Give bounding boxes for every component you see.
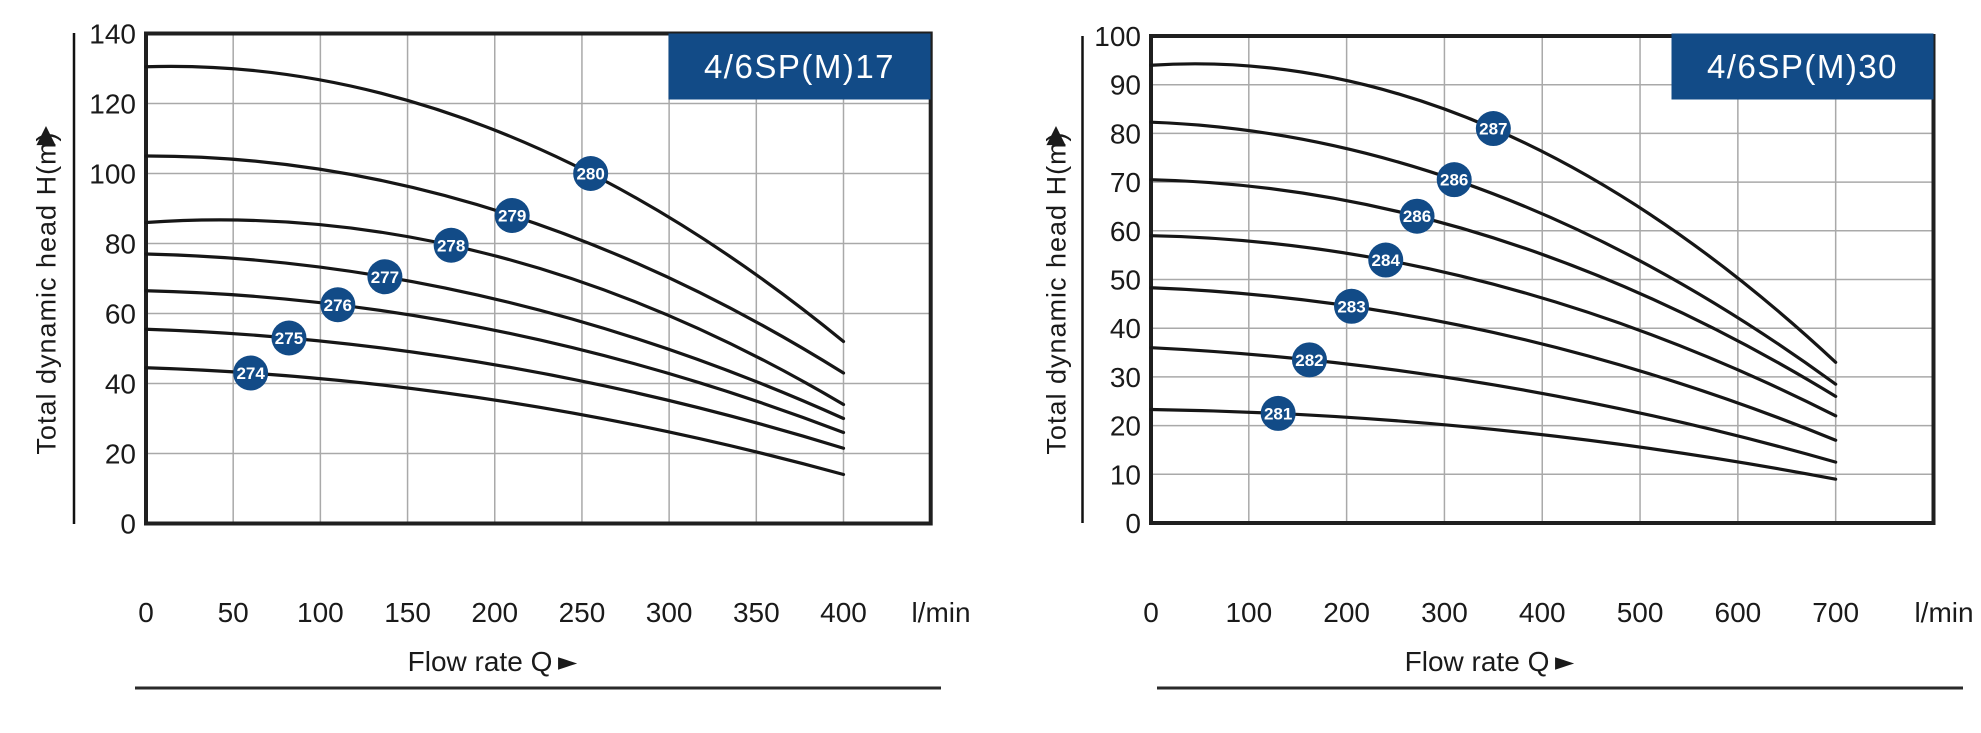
x-tick-label: 0: [1143, 597, 1159, 628]
y-tick-label: 10: [1110, 459, 1141, 490]
curve-badge-label: 283: [1337, 297, 1365, 316]
curve-badge: [1260, 395, 1296, 431]
y-tick-label: 100: [1094, 21, 1141, 52]
x-axis-title: Flow rate Q: [1405, 646, 1550, 677]
curve-badge: [1291, 342, 1327, 378]
y-tick-label: 70: [1110, 167, 1141, 198]
x-tick-label: 300: [646, 597, 693, 628]
curve-badge: [1475, 111, 1511, 147]
x-tick-label: 50: [218, 597, 249, 628]
y-axis-title: Total dynamic head H(m): [31, 131, 61, 454]
x-axis-title: Flow rate Q: [408, 646, 553, 677]
plot-border: [1149, 34, 1936, 525]
curve-badge: [1399, 198, 1435, 234]
y-tick-label: 100: [89, 159, 136, 190]
curve-badge-label: 287: [1479, 120, 1507, 139]
x-tick-label: 350: [733, 597, 780, 628]
y-tick-label: 40: [105, 369, 136, 400]
y-tick-label: 20: [105, 439, 136, 470]
curve-badge-label: 279: [498, 207, 526, 226]
y-tick-label: 120: [89, 89, 136, 120]
curve-badge-label: 274: [236, 364, 265, 383]
y-tick-label: 140: [89, 19, 136, 50]
curve-badge: [271, 320, 307, 356]
chart-title: 4/6SP(M)30: [1707, 48, 1898, 85]
chart-title-box: [668, 33, 931, 100]
right-arrow-icon: ►: [1555, 647, 1575, 676]
pump-curve-277: [144, 252, 846, 421]
pump-curve-278: [144, 218, 846, 407]
x-tick-label: 400: [1519, 597, 1566, 628]
y-tick-label: 80: [1110, 118, 1141, 149]
pump-curve-284: [1149, 234, 1838, 418]
chart-title: 4/6SP(M)17: [704, 48, 895, 85]
pump-curve-281: [1149, 407, 1838, 481]
curve-badge: [367, 259, 403, 295]
curve-badge: [433, 227, 469, 263]
pump-curve-280: [144, 64, 846, 344]
x-tick-label: 150: [384, 597, 431, 628]
x-tick-label: 400: [820, 597, 867, 628]
curve-badge-label: 286: [1440, 171, 1468, 190]
pump-curve-282: [1149, 346, 1838, 464]
y-tick-label: 90: [1110, 70, 1141, 101]
y-tick-label: 60: [1110, 216, 1141, 247]
y-tick-label: 20: [1110, 411, 1141, 442]
pump-curve-286: [1149, 120, 1838, 386]
curve-badge: [1368, 242, 1404, 278]
x-tick-label: 600: [1715, 597, 1762, 628]
curve-badge-label: 275: [275, 329, 303, 348]
y-tick-label: 0: [120, 509, 136, 540]
y-tick-label: 80: [105, 229, 136, 260]
y-tick-label: 30: [1110, 362, 1141, 393]
x-unit-label: l/min: [1914, 597, 1973, 628]
pump-curve-275: [144, 327, 846, 450]
x-unit-label: l/min: [911, 597, 970, 628]
x-tick-label: 200: [471, 597, 518, 628]
x-tick-label: 300: [1421, 597, 1468, 628]
curve-badge-label: 284: [1372, 251, 1401, 270]
pump-curve-276: [144, 289, 846, 435]
curve-badge-label: 286: [1403, 207, 1431, 226]
x-tick-label: 250: [559, 597, 606, 628]
x-tick-label: 100: [1225, 597, 1272, 628]
x-tick-label: 700: [1812, 597, 1859, 628]
curve-badge-label: 282: [1295, 351, 1323, 370]
curve-badge-label: 280: [576, 165, 604, 184]
up-arrow-icon: ▲: [36, 119, 56, 148]
x-tick-label: 500: [1617, 597, 1664, 628]
curve-badge: [494, 198, 530, 233]
pump-curve-283: [1149, 286, 1838, 442]
curve-badge-label: 281: [1264, 404, 1292, 423]
x-tick-label: 100: [297, 597, 344, 628]
y-tick-label: 60: [105, 299, 136, 330]
curve-badge-label: 276: [324, 296, 352, 315]
y-tick-label: 0: [1125, 508, 1141, 539]
y-tick-label: 50: [1110, 265, 1141, 296]
pump-curve-286: [1149, 178, 1838, 398]
y-tick-label: 40: [1110, 313, 1141, 344]
curve-badge-label: 277: [371, 268, 399, 287]
x-tick-label: 200: [1323, 597, 1370, 628]
chart-title-box: [1671, 33, 1934, 100]
x-tick-label: 0: [138, 597, 154, 628]
up-arrow-icon: ▲: [1046, 119, 1066, 148]
curve-badge: [1436, 162, 1472, 198]
curve-badge: [1334, 288, 1370, 324]
right-arrow-icon: ►: [558, 647, 578, 676]
curve-badge: [233, 355, 269, 391]
y-axis-title: Total dynamic head H(m): [1041, 131, 1071, 454]
curve-badge-label: 278: [437, 236, 465, 255]
plot-border: [144, 31, 933, 526]
pump-curve-287: [1149, 62, 1838, 364]
pump-curve-279: [144, 154, 846, 375]
curve-badge: [320, 287, 356, 323]
curve-badge: [573, 156, 609, 191]
